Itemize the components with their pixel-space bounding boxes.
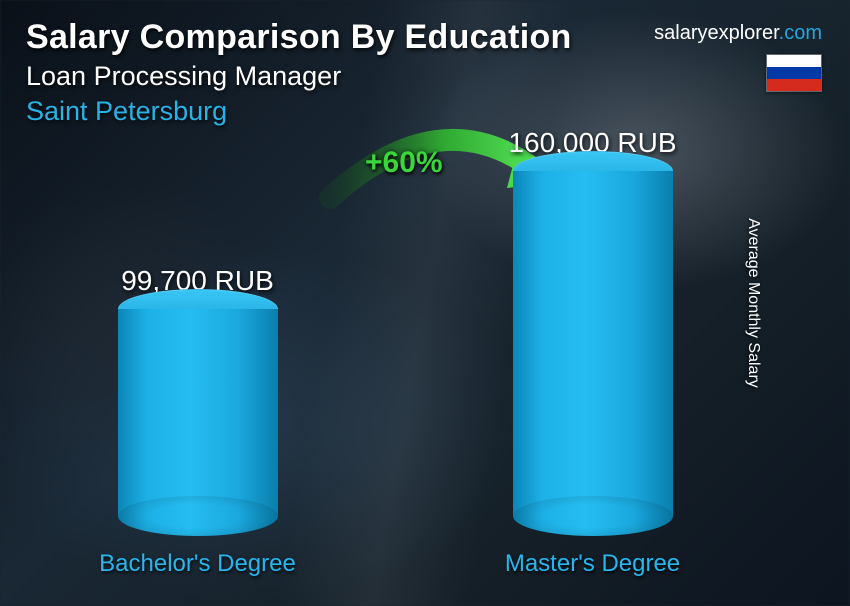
country-flag-icon <box>766 54 822 92</box>
location-label: Saint Petersburg <box>26 96 824 127</box>
infographic-container: Salary Comparison By Education Loan Proc… <box>0 0 850 606</box>
bar-body-0 <box>118 309 278 536</box>
bar-body-1 <box>513 171 673 536</box>
bar-1 <box>513 171 673 536</box>
brand-suffix: .com <box>779 22 822 44</box>
bar-group-0: 99,700 RUB Bachelor's Degree <box>48 265 348 578</box>
flag-stripe-3 <box>767 79 821 91</box>
category-label-1: Master's Degree <box>505 550 680 578</box>
brand-logo: salaryexplorer.com <box>654 22 822 45</box>
flag-stripe-1 <box>767 55 821 67</box>
bar-group-1: 160,000 RUB Master's Degree <box>443 127 743 578</box>
header: Salary Comparison By Education Loan Proc… <box>26 18 824 127</box>
brand-name: salaryexplorer <box>654 22 779 44</box>
bar-0 <box>118 309 278 536</box>
job-subtitle: Loan Processing Manager <box>26 61 824 92</box>
bar-chart: 99,700 RUB Bachelor's Degree 160,000 RUB… <box>0 140 790 578</box>
category-label-0: Bachelor's Degree <box>99 550 296 578</box>
flag-stripe-2 <box>767 67 821 79</box>
